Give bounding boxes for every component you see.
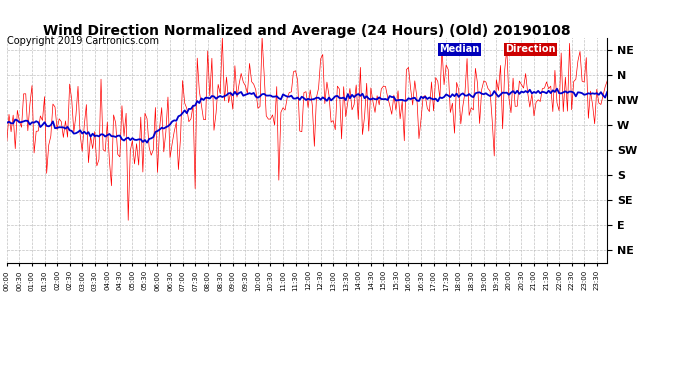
Text: Copyright 2019 Cartronics.com: Copyright 2019 Cartronics.com xyxy=(7,36,159,46)
Text: Direction: Direction xyxy=(505,44,555,54)
Title: Wind Direction Normalized and Average (24 Hours) (Old) 20190108: Wind Direction Normalized and Average (2… xyxy=(43,24,571,38)
Text: Median: Median xyxy=(439,44,480,54)
